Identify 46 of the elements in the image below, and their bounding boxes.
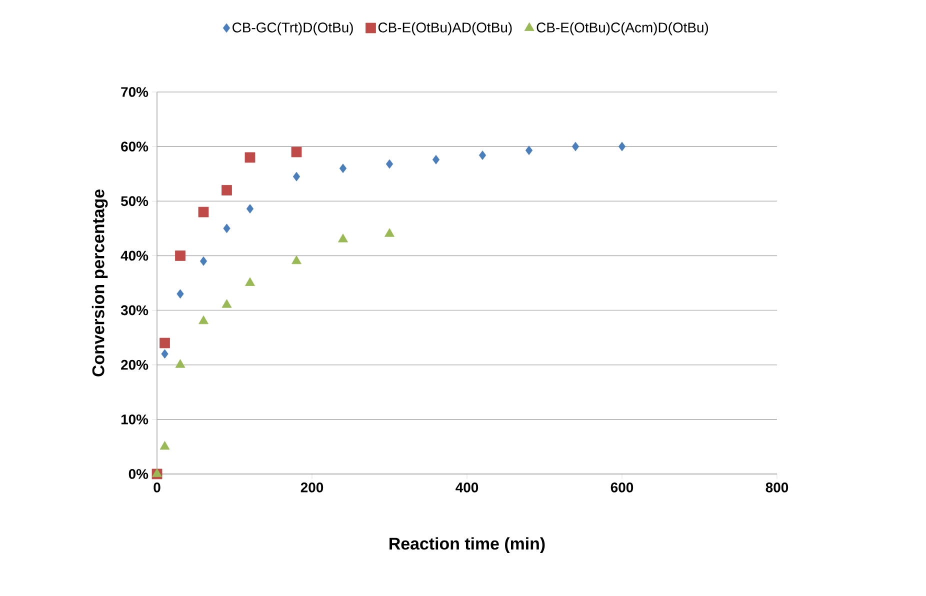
y-tick-label: 0% [128,469,148,479]
point [384,228,394,237]
point [339,164,347,174]
point [291,146,302,158]
x-axis-title: Reaction time (min) [390,537,545,554]
x-tick-label: 200 [300,482,324,492]
point [175,250,186,261]
x-tick-label: 600 [610,482,634,492]
point [292,255,302,264]
point [338,234,348,242]
x-tick-label: 800 [766,482,788,492]
y-tick-label: 50% [120,196,148,206]
point [222,299,232,308]
y-axis-title: Conversion percentage [92,189,108,376]
point [175,359,186,368]
x-tick-label: 400 [456,482,478,492]
point [525,146,533,156]
point [245,277,255,286]
point [223,224,230,234]
legend-label: CB-E(OtBu)C(Acm)D(OtBu) [536,22,708,36]
point [246,204,254,214]
y-tick-label: 20% [121,360,148,370]
point [200,256,208,266]
point [161,349,168,359]
y-tick-label: 30% [120,305,148,316]
point [618,142,626,152]
x-tick-label: 0 [154,482,160,492]
point [432,154,440,164]
y-tick-label: 60% [121,142,148,152]
point [176,289,184,299]
point [198,206,209,218]
point [386,159,394,169]
point [198,315,208,324]
point [244,152,256,163]
y-tick-label: 70% [121,87,148,97]
point [222,185,232,196]
point [572,142,580,152]
point [292,172,300,182]
y-tick-label: 10% [121,414,148,424]
legend-label: CB-GC(Trt)D(OtBu) [232,22,353,36]
point [478,150,486,160]
y-tick-label: 40% [120,250,148,261]
legend-label: CB-E(OtBu)AD(OtBu) [378,22,512,36]
point [152,468,162,477]
point [160,441,170,450]
point [160,338,170,348]
